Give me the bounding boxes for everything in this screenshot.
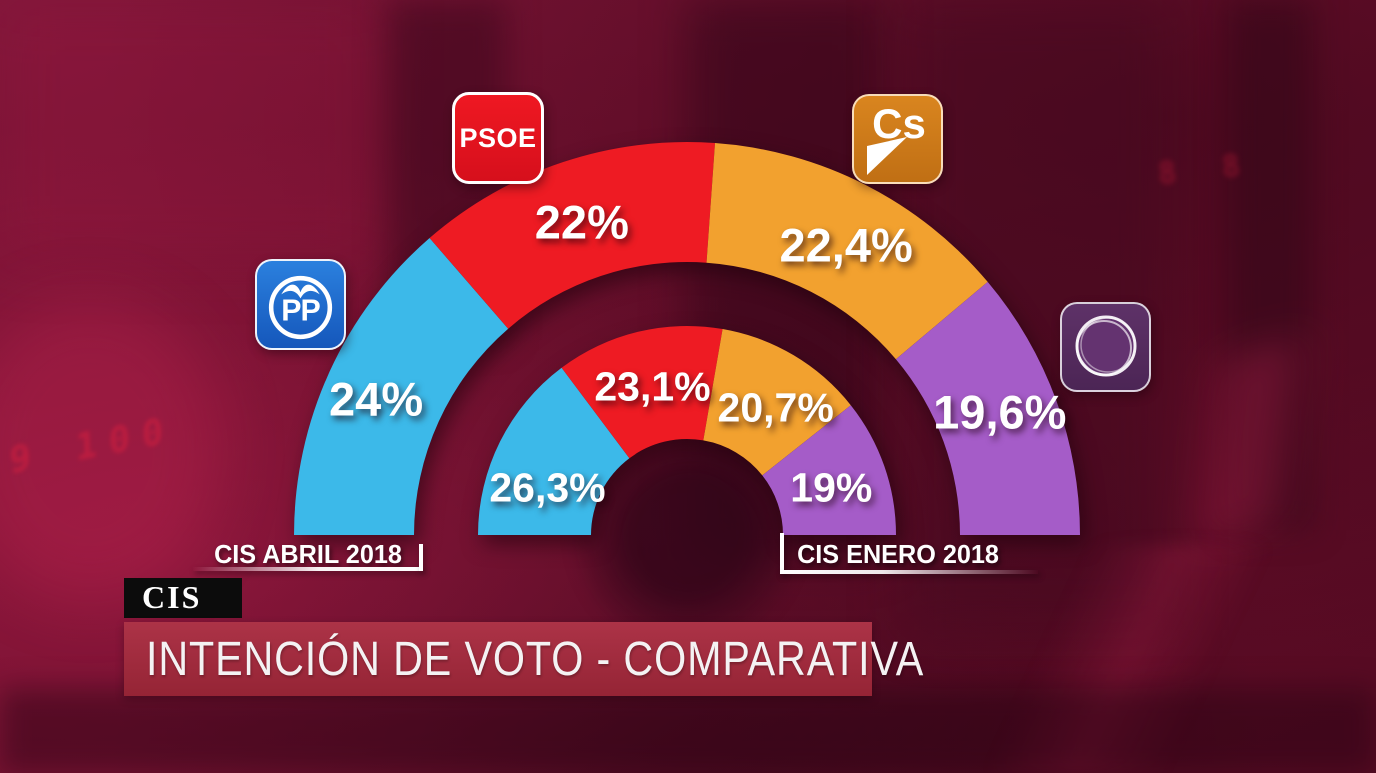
segment-value-outer-pp: 24%	[329, 372, 424, 426]
segment-value-inner-pp: 26,3%	[489, 464, 606, 511]
caption-underline-left	[193, 567, 423, 571]
segment-value-inner-psoe: 23,1%	[594, 363, 711, 410]
podemos-circle-icon	[1075, 315, 1137, 377]
pp-logo-text: PP	[281, 295, 320, 328]
lower-third-banner: INTENCIÓN DE VOTO - COMPARATIVA	[124, 622, 923, 696]
ciudadanos-logo-icon: Cs	[852, 94, 943, 184]
segment-value-outer-psoe: 22%	[534, 195, 629, 249]
pp-gull-icon: PP	[268, 275, 333, 340]
caption-tick-left	[419, 544, 423, 571]
bg-bottom-shadow	[0, 688, 1376, 773]
source-badge: CIS	[124, 578, 242, 618]
segment-value-inner-cs: 20,7%	[717, 384, 834, 431]
bg-light-patch	[0, 0, 380, 260]
segment-value-outer-podemos: 19,6%	[933, 385, 1067, 439]
bg-streak	[880, 545, 1376, 773]
caption-cis-enero-2018: CIS ENERO 2018	[797, 539, 999, 569]
bg-light-patch	[0, 300, 220, 600]
page-title: INTENCIÓN DE VOTO - COMPARATIVA	[146, 632, 925, 686]
podemos-logo-icon	[1060, 302, 1151, 392]
pp-logo-icon: PP	[255, 259, 346, 350]
bg-shade-band	[1228, 0, 1313, 530]
segment-value-inner-podemos: 19%	[790, 464, 873, 511]
caption-tick-right	[780, 533, 784, 574]
psoe-logo-text: PSOE	[459, 122, 537, 153]
psoe-logo-icon: PSOE	[452, 92, 544, 184]
cs-wedge-icon: Cs	[867, 100, 926, 175]
segment-value-outer-cs: 22,4%	[779, 218, 913, 272]
caption-underline-right	[780, 570, 1038, 574]
caption-cis-abril-2018: CIS ABRIL 2018	[214, 539, 402, 569]
